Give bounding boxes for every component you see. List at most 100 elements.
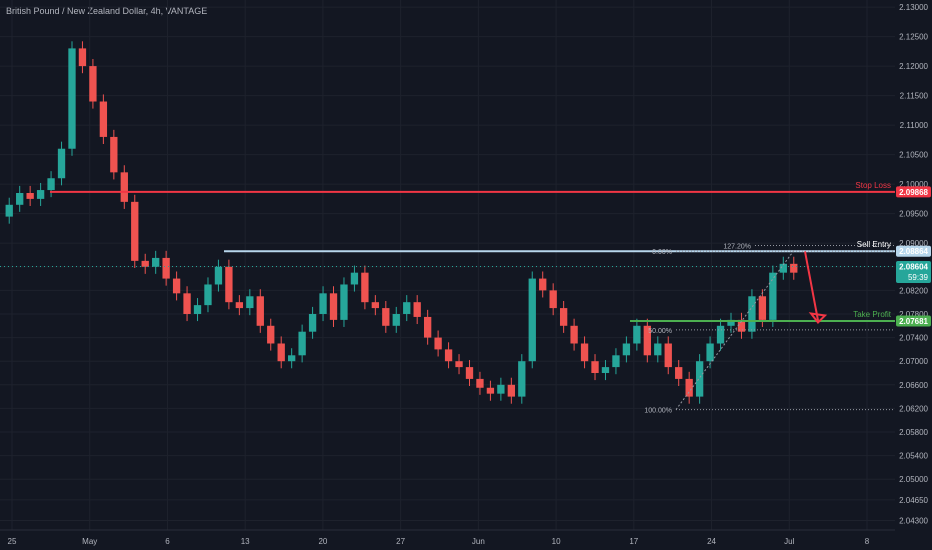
- fib-level-label: 0.00%: [652, 249, 672, 256]
- candle: [16, 192, 24, 205]
- candle: [413, 302, 421, 317]
- y-tick-label: 2.04300: [899, 517, 928, 526]
- candle: [758, 296, 767, 320]
- candle: [570, 325, 578, 344]
- candle: [779, 263, 787, 273]
- candle: [685, 378, 693, 397]
- candle: [47, 178, 55, 191]
- candle: [434, 337, 442, 350]
- candle: [36, 190, 45, 199]
- y-tick-label: 2.10000: [899, 180, 928, 189]
- candle: [110, 136, 118, 173]
- candle: [790, 263, 798, 273]
- y-tick-label: 2.06600: [899, 381, 928, 390]
- x-tick-label: 20: [318, 537, 327, 546]
- y-tick-label: 2.10500: [899, 151, 928, 160]
- current-price-badge: [896, 261, 931, 284]
- fib-level-label: 127.20%: [723, 244, 751, 251]
- sell-entry-label: Sell Entry: [857, 240, 891, 249]
- y-tick-label: 2.13000: [899, 3, 928, 12]
- candle: [277, 343, 285, 362]
- y-tick-label: 2.09000: [899, 239, 928, 248]
- candle: [131, 201, 139, 261]
- candle: [769, 272, 777, 320]
- y-tick-label: 2.09500: [899, 210, 928, 219]
- candle: [214, 266, 223, 285]
- candle: [455, 361, 463, 368]
- candle: [559, 308, 568, 326]
- candle: [549, 290, 557, 309]
- candle: [183, 293, 191, 314]
- candle: [5, 204, 13, 217]
- y-tick-label: 2.06200: [899, 404, 928, 413]
- candle: [612, 355, 620, 368]
- candle: [486, 387, 495, 394]
- candle: [748, 296, 756, 332]
- stop-loss-label: Stop Loss: [855, 181, 891, 190]
- candle: [423, 316, 432, 338]
- x-tick-label: May: [82, 537, 97, 546]
- candle: [120, 172, 128, 202]
- y-tick-label: 2.08200: [899, 286, 928, 295]
- candle: [26, 192, 34, 199]
- candle: [172, 278, 181, 294]
- candle: [706, 343, 714, 362]
- y-tick-label: 2.05400: [899, 452, 928, 461]
- candle: [695, 361, 704, 397]
- candle: [340, 284, 348, 320]
- candle: [382, 308, 390, 326]
- candle: [633, 325, 641, 344]
- candle: [371, 302, 380, 309]
- candle: [193, 305, 202, 314]
- fib-level-label: 100.00%: [644, 408, 672, 415]
- candle: [89, 66, 97, 102]
- stop-loss-price-badge-price: 2.09868: [899, 188, 928, 197]
- y-tick-label: 2.04650: [899, 496, 928, 505]
- take-profit-price-badge: [896, 315, 931, 327]
- candle: [267, 325, 275, 344]
- projection-arrow-head: [808, 312, 828, 324]
- stop-loss-price-badge: [896, 186, 931, 198]
- candle: [622, 343, 631, 356]
- y-tick-label: 2.07400: [899, 334, 928, 343]
- y-tick-label: 2.05800: [899, 428, 928, 437]
- candle: [329, 293, 338, 320]
- chart-title: British Pound / New Zealand Dollar, 4h, …: [6, 6, 208, 16]
- y-tick-label: 2.07800: [899, 310, 928, 319]
- candle: [716, 325, 725, 344]
- candle: [361, 272, 369, 303]
- x-tick-label: 13: [241, 537, 250, 546]
- candle: [204, 284, 212, 306]
- candle: [319, 293, 327, 314]
- y-tick-label: 2.12500: [899, 33, 928, 42]
- current-price-badge-price: 2.08604: [899, 263, 928, 272]
- candle: [57, 148, 66, 179]
- x-tick-label: Jul: [784, 537, 794, 546]
- y-tick-label: 2.12000: [899, 62, 928, 71]
- candle: [68, 48, 76, 149]
- candle: [444, 349, 453, 362]
- candle: [78, 48, 87, 67]
- x-tick-label: 6: [165, 537, 170, 546]
- candle: [99, 101, 108, 137]
- candle: [497, 384, 505, 394]
- candle: [403, 302, 411, 314]
- candle: [507, 384, 515, 397]
- y-tick-label: 2.05000: [899, 475, 928, 484]
- x-tick-label: 24: [707, 537, 716, 546]
- candle: [654, 343, 662, 356]
- sell-entry-price-badge-price: 2.08864: [899, 247, 928, 256]
- candle: [601, 367, 610, 374]
- take-profit-price-badge-price: 2.07681: [899, 317, 928, 326]
- sell-entry-price-badge: [896, 245, 931, 257]
- current-price-badge-countdown: 59:39: [908, 273, 929, 282]
- projection-arrow-shaft: [804, 251, 819, 321]
- candle: [643, 325, 651, 356]
- candle: [518, 361, 526, 397]
- candle: [727, 319, 735, 326]
- candle: [675, 367, 683, 379]
- candle: [256, 296, 264, 326]
- fib-level-label: 50.00%: [648, 328, 672, 335]
- y-tick-label: 2.07000: [899, 357, 928, 366]
